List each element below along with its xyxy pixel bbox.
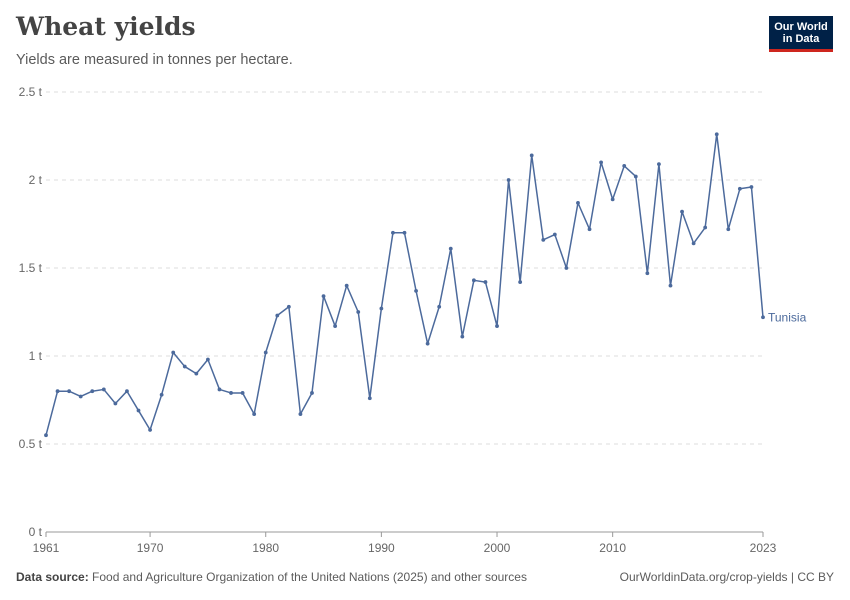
grid-layer <box>46 91 763 533</box>
data-point[interactable]: 1977: 0.79 t <box>229 391 233 395</box>
data-point[interactable]: 1994: 1.07 t <box>425 341 430 346</box>
series-line-tunisia[interactable] <box>45 133 764 436</box>
data-point[interactable]: 2006: 1.5 t <box>564 266 569 270</box>
chart-title: Wheat yields <box>16 12 196 41</box>
data-point[interactable]: 1964: 0.77 t <box>78 394 83 399</box>
data-point[interactable]: 1983: 0.67 t <box>298 412 303 416</box>
data-point[interactable]: 2016: 1.82 t <box>680 209 684 214</box>
data-point[interactable]: 1989: 0.76 t <box>367 396 372 401</box>
data-point[interactable]: 1981: 1.23 t <box>275 313 280 318</box>
data-point[interactable]: 2004: 1.66 t <box>541 237 546 242</box>
data-point[interactable]: 2012: 2.02 t <box>633 174 638 179</box>
data-point[interactable]: 2023: 1.22 t <box>761 315 765 320</box>
data-point[interactable]: 1990: 1.27 t <box>379 306 384 311</box>
data-point[interactable]: 2008: 1.72 t <box>587 227 592 232</box>
data-point[interactable]: 2020: 1.72 t <box>726 227 731 232</box>
data-point[interactable]: 1973: 0.94 t <box>182 364 187 369</box>
data-point[interactable]: 2010: 1.89 t <box>610 197 615 202</box>
data-point[interactable]: 1979: 0.67 t <box>252 412 257 416</box>
data-point[interactable]: 2019: 2.26 t <box>714 132 719 137</box>
data-point[interactable]: 1968: 0.8 t <box>125 389 129 394</box>
y-tick-label: 1 t <box>29 349 43 363</box>
data-point[interactable]: 1974: 0.9 t <box>194 371 199 376</box>
series-label[interactable]: Tunisia <box>768 310 807 324</box>
x-tick-label: 2000 <box>484 541 511 555</box>
x-tick-label: 1961 <box>33 541 60 555</box>
data-point[interactable]: 2014: 2.09 t <box>657 162 661 167</box>
owid-link[interactable]: OurWorldinData.org/crop-yields <box>619 570 788 584</box>
y-tick-label: 2.5 t <box>19 85 43 99</box>
data-point[interactable]: 2001: 2 t <box>506 178 511 182</box>
data-point[interactable]: 2018: 1.73 t <box>703 225 708 230</box>
data-point[interactable]: 2007: 1.87 t <box>576 200 580 205</box>
x-tick-label: 1990 <box>368 541 395 555</box>
logo-line-2: in Data <box>782 33 820 45</box>
data-point[interactable]: 1996: 1.61 t <box>448 246 453 251</box>
data-point[interactable]: 1985: 1.34 t <box>321 294 326 299</box>
owid-logo[interactable]: Our World in Data <box>769 16 833 52</box>
data-point[interactable]: 1987: 1.4 t <box>344 283 349 288</box>
data-point[interactable]: 1961: 0.55 t <box>44 433 48 438</box>
data-point[interactable]: 2021: 1.95 t <box>737 186 742 191</box>
data-point[interactable]: 1976: 0.81 t <box>217 387 222 392</box>
data-point[interactable]: 1975: 0.98 t <box>206 357 210 362</box>
data-point[interactable]: 1986: 1.17 t <box>333 324 338 328</box>
data-source-label: Data source: <box>16 570 89 584</box>
y-tick-label: 0 t <box>29 525 43 539</box>
data-point[interactable]: 1993: 1.37 t <box>414 288 418 293</box>
data-point[interactable]: 1966: 0.81 t <box>101 387 106 392</box>
data-point[interactable]: 2002: 1.42 t <box>518 280 523 284</box>
y-axis: 0 t 0.5 t 1 t 1.5 t 2 t 2.5 t <box>19 85 43 539</box>
y-tick-label: 0.5 t <box>19 437 43 451</box>
data-point[interactable]: 2022: 1.96 t <box>749 185 754 189</box>
footer-links: OurWorldinData.org/crop-yields | CC BY <box>620 570 834 584</box>
data-point[interactable]: 1963: 0.8 t <box>67 389 72 394</box>
data-point[interactable]: 2009: 2.1 t <box>599 160 603 165</box>
data-point[interactable]: 2013: 1.47 t <box>645 271 650 276</box>
logo-line-1: Our World <box>774 21 828 33</box>
license-link[interactable]: CC BY <box>797 570 834 584</box>
data-point[interactable]: 2000: 1.17 t <box>495 324 499 328</box>
y-tick-label: 2 t <box>29 173 43 187</box>
data-point[interactable]: 1962: 0.8 t <box>55 389 60 394</box>
data-point[interactable]: 1969: 0.69 t <box>136 408 141 413</box>
data-point[interactable]: 1984: 0.79 t <box>310 391 314 395</box>
data-point[interactable]: 1991: 1.7 t <box>391 230 395 235</box>
data-point[interactable]: 2017: 1.64 t <box>691 241 696 246</box>
x-axis: 1961 1970 1980 1990 2000 2010 2023 <box>33 532 777 555</box>
data-point[interactable]: 2015: 1.4 t <box>668 283 673 288</box>
data-point[interactable]: 1978: 0.79 t <box>240 391 245 395</box>
data-point[interactable]: 1982: 1.28 t <box>286 304 291 309</box>
data-point[interactable]: 1988: 1.25 t <box>356 310 361 314</box>
data-point[interactable]: 1980: 1.02 t <box>263 350 268 355</box>
line-chart[interactable]: 0 t 0.5 t 1 t 1.5 t 2 t 2.5 t 1961 1970 1980 199… <box>0 0 850 560</box>
x-tick-label: 1970 <box>137 541 164 555</box>
x-tick-label: 1980 <box>252 541 279 555</box>
data-point[interactable]: 1999: 1.42 t <box>483 280 488 284</box>
chart-subtitle: Yields are measured in tonnes per hectar… <box>16 52 293 68</box>
data-point[interactable]: 1997: 1.11 t <box>460 334 465 339</box>
x-tick-label: 2010 <box>599 541 626 555</box>
data-point[interactable]: 1970: 0.58 t <box>148 428 152 432</box>
data-source-note: Data source: Food and Agriculture Organi… <box>16 570 527 584</box>
data-point[interactable]: 2005: 1.69 t <box>552 232 557 237</box>
data-point[interactable]: 1992: 1.7 t <box>402 230 407 235</box>
x-tick-label: 2023 <box>750 541 777 555</box>
data-point[interactable]: 2011: 2.08 t <box>622 164 627 168</box>
data-point[interactable]: 1967: 0.73 t <box>113 401 118 406</box>
data-point[interactable]: 1995: 1.28 t <box>437 304 442 309</box>
y-tick-label: 1.5 t <box>19 261 43 275</box>
data-point[interactable]: 1965: 0.8 t <box>90 389 95 394</box>
data-point[interactable]: 1998: 1.43 t <box>471 278 476 283</box>
data-source-text[interactable]: Food and Agriculture Organization of the… <box>92 570 527 584</box>
data-point[interactable]: 2003: 2.14 t <box>529 153 534 158</box>
data-point[interactable]: 1972: 1.02 t <box>171 350 176 355</box>
series-layer[interactable]: 1961: 0.55 t 1962: 0.8 t 1963: 0.8 t 1964: … <box>44 132 807 438</box>
footer-separator: | <box>787 570 798 584</box>
data-point[interactable]: 1971: 0.78 t <box>159 392 164 397</box>
